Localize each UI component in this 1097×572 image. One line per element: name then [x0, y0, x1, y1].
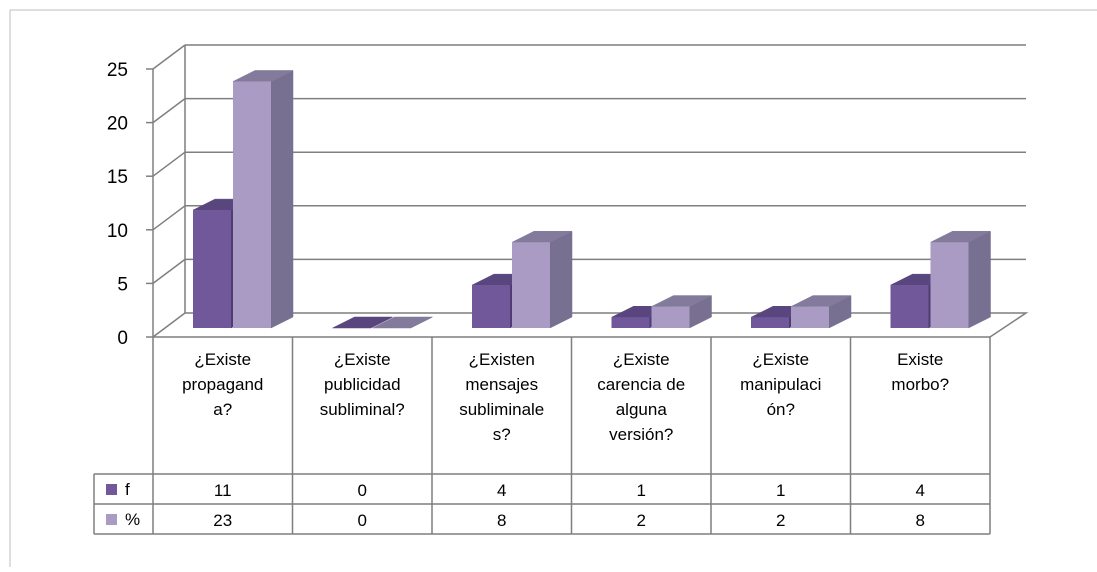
category-label: ón?	[767, 400, 795, 419]
y-tick-label: 25	[107, 60, 128, 81]
category-label: subliminal?	[320, 400, 405, 419]
bar-f	[751, 317, 789, 328]
data-table-cell: 4	[497, 481, 506, 500]
bar-pct-top	[372, 316, 433, 329]
gridline-depth	[152, 44, 186, 70]
y-tick-label: 0	[117, 328, 128, 349]
bar-pct-side	[968, 230, 991, 329]
gridline-depth	[152, 97, 186, 124]
bar-f	[890, 285, 929, 328]
y-tick-label: 15	[107, 167, 128, 188]
data-table-cell: 0	[358, 511, 367, 530]
data-table-cell: 11	[214, 481, 232, 500]
category-label: publicidad	[324, 375, 401, 394]
data-table-cell: 4	[916, 481, 925, 500]
category-label: mensajes	[465, 375, 538, 394]
data-table-cell: 8	[497, 511, 506, 530]
gridline-depth	[152, 151, 186, 177]
bar-f	[193, 210, 231, 328]
legend-key	[106, 484, 117, 495]
data-table-cell: 23	[213, 511, 232, 530]
data-table-cell: 8	[916, 511, 925, 530]
bar-pct-side	[270, 70, 294, 329]
y-tick-label: 10	[107, 221, 128, 242]
category-label: propagand	[182, 375, 263, 394]
category-label: ¿Existe	[613, 350, 670, 369]
category-label: subliminale	[459, 400, 544, 419]
bar-pct-side	[549, 230, 573, 329]
category-label: alguna	[616, 400, 668, 419]
data-table-cell: 1	[637, 481, 646, 500]
data-table-cell: 2	[776, 511, 785, 530]
bar-pct	[930, 242, 969, 328]
category-label: manipulaci	[740, 375, 821, 394]
category-label: carencia de	[597, 375, 685, 394]
category-label: versión?	[609, 425, 673, 444]
data-table-cell: 1	[776, 481, 785, 500]
bar-pct	[233, 81, 271, 328]
category-label: ¿Existe	[194, 350, 251, 369]
category-label: a?	[213, 400, 232, 419]
floor-edge	[185, 312, 1029, 338]
category-label: morbo?	[891, 375, 949, 394]
bar-f-top	[332, 316, 393, 329]
data-table-cell: 0	[358, 481, 367, 500]
category-label: ¿Existen	[469, 350, 535, 369]
bar-f	[472, 285, 510, 328]
legend-label: f	[125, 480, 130, 499]
category-label: s?	[493, 425, 511, 444]
data-table-cell: 2	[637, 511, 646, 530]
bar-f	[611, 317, 650, 328]
category-label: ¿Existe	[752, 350, 809, 369]
bar-pct	[791, 306, 829, 328]
gridline-depth	[152, 258, 186, 284]
legend-label: %	[125, 510, 140, 529]
gridline-depth	[152, 205, 186, 231]
category-label: Existe	[897, 350, 943, 369]
bar-pct	[651, 306, 690, 328]
y-tick-label: 5	[117, 274, 128, 295]
gridline-depth	[152, 312, 186, 338]
legend-key	[106, 514, 117, 525]
bar-pct	[512, 242, 550, 328]
category-label: ¿Existe	[334, 350, 391, 369]
y-tick-label: 20	[107, 114, 128, 135]
